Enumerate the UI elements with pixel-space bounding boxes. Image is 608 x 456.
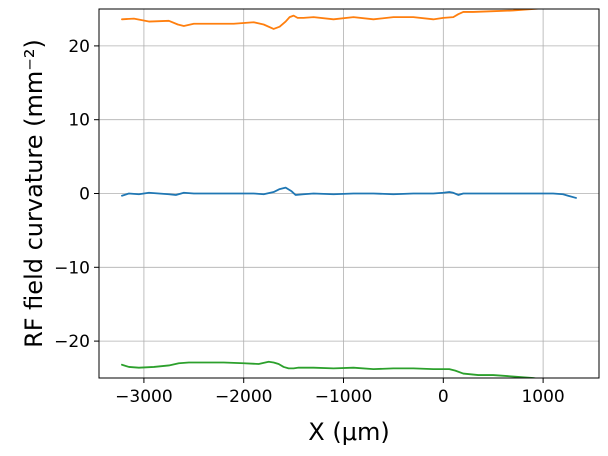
series-line-2 [121, 9, 544, 30]
y-tick-label: 0 [79, 185, 90, 205]
y-axis-title: RF field curvature (mm⁻²) [20, 39, 48, 348]
y-tick-label: 20 [68, 37, 90, 57]
y-tick-label: −20 [54, 332, 90, 352]
x-tick-label: 0 [438, 387, 449, 407]
x-tick-label: −1000 [315, 387, 373, 407]
series-line-1 [121, 186, 577, 199]
y-tick-label: 10 [68, 111, 90, 131]
series-line-3 [121, 360, 540, 378]
y-tick-label: −10 [54, 258, 90, 278]
x-axis-title: X (μm) [308, 418, 389, 446]
x-tick-label: −3000 [115, 387, 173, 407]
x-tick-label: 1000 [521, 387, 564, 407]
x-tick-label: −2000 [215, 387, 273, 407]
series-layer [121, 9, 577, 378]
ticks: −3000 −2000 −1000 0 1000 −20 −10 0 10 20 [54, 37, 565, 407]
